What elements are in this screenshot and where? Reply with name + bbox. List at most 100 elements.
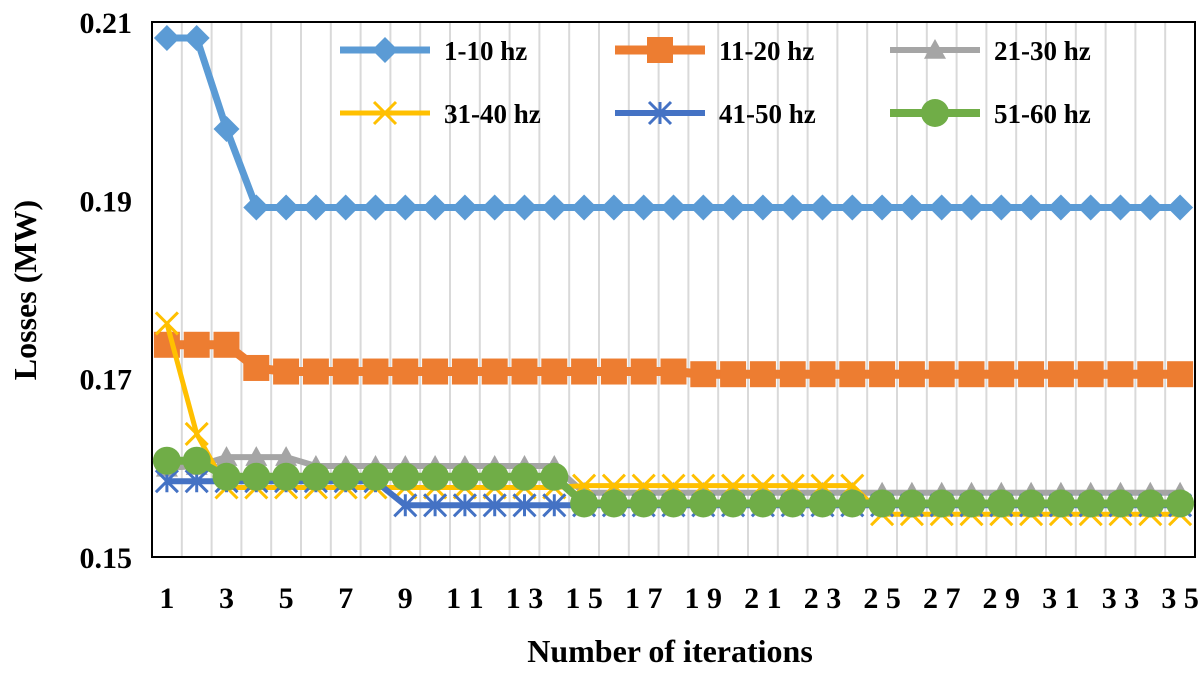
data-point — [839, 361, 866, 388]
data-point — [630, 358, 657, 385]
data-point — [154, 311, 179, 336]
x-tick-label: 2 1 — [744, 582, 782, 615]
x-tick-label: 7 — [338, 582, 353, 615]
x-tick-label: 2 5 — [863, 582, 901, 615]
data-point — [571, 358, 598, 385]
data-point — [362, 194, 389, 221]
data-point — [749, 194, 776, 221]
x-tick-label: 1 7 — [625, 582, 663, 615]
data-point — [928, 361, 955, 388]
data-point — [869, 194, 896, 221]
data-point — [898, 194, 925, 221]
data-point — [1107, 194, 1134, 221]
data-point — [749, 361, 776, 388]
legend-label: 21-30 hz — [994, 36, 1091, 66]
data-point — [1136, 489, 1165, 518]
data-point — [868, 489, 897, 518]
data-point — [599, 489, 628, 518]
x-tick-label: 3 5 — [1161, 582, 1199, 615]
data-point — [273, 194, 300, 221]
data-point — [362, 358, 389, 385]
data-point — [152, 446, 181, 475]
data-point — [421, 462, 450, 491]
data-point — [183, 25, 210, 52]
data-point — [779, 194, 806, 221]
data-point — [215, 446, 238, 466]
data-point — [480, 462, 509, 491]
legend-label: 1-10 hz — [444, 36, 527, 66]
data-point — [924, 39, 946, 59]
data-point — [452, 493, 477, 518]
x-tick-label: 2 7 — [923, 582, 961, 615]
data-point — [748, 489, 777, 518]
data-point — [272, 462, 301, 491]
data-point — [1167, 194, 1194, 221]
data-point — [481, 358, 508, 385]
y-tick-label: 0.19 — [80, 185, 133, 218]
legend-entry: 31-40 hz — [340, 99, 541, 129]
data-point — [302, 194, 329, 221]
data-point — [808, 489, 837, 518]
x-tick-label: 1 — [159, 582, 174, 615]
data-point — [372, 100, 398, 126]
data-point — [541, 194, 568, 221]
data-point — [275, 446, 298, 466]
legend-label: 51-60 hz — [994, 99, 1091, 129]
data-point — [779, 361, 806, 388]
data-point — [273, 358, 300, 385]
x-tick-label: 2 3 — [804, 582, 842, 615]
data-point — [659, 489, 688, 518]
data-point — [243, 354, 270, 381]
x-tick-label: 3 1 — [1042, 582, 1080, 615]
data-point — [928, 194, 955, 221]
data-point — [958, 194, 985, 221]
data-point — [301, 462, 330, 491]
data-point — [1017, 489, 1046, 518]
data-point — [571, 194, 598, 221]
data-point — [869, 361, 896, 388]
data-point — [809, 361, 836, 388]
legend-label: 31-40 hz — [444, 99, 541, 129]
data-point — [809, 194, 836, 221]
data-point — [719, 489, 748, 518]
data-point — [1047, 194, 1074, 221]
data-point — [1077, 361, 1104, 388]
data-point — [1077, 194, 1104, 221]
legend-entry: 1-10 hz — [340, 36, 527, 66]
legend-entry: 41-50 hz — [615, 99, 816, 129]
legend-entry: 21-30 hz — [890, 36, 1091, 66]
data-point — [243, 194, 270, 221]
x-tick-label: 1 1 — [446, 582, 484, 615]
data-point — [647, 37, 673, 63]
data-point — [393, 493, 418, 518]
data-point — [988, 194, 1015, 221]
vertical-gridlines — [180, 22, 1167, 557]
data-point — [242, 462, 271, 491]
x-tick-label: 1 9 — [685, 582, 723, 615]
data-point — [392, 194, 419, 221]
x-axis-title: Number of iterations — [527, 633, 813, 669]
data-point — [511, 358, 538, 385]
data-point — [213, 116, 240, 142]
data-point — [600, 358, 627, 385]
data-point — [184, 421, 209, 447]
data-point — [361, 462, 390, 491]
data-point — [927, 489, 956, 518]
data-point — [451, 194, 478, 221]
data-point — [988, 361, 1015, 388]
y-tick-label: 0.21 — [80, 7, 133, 40]
data-point — [510, 462, 539, 491]
data-point — [541, 358, 568, 385]
data-point — [957, 489, 986, 518]
legend-label: 41-50 hz — [719, 99, 816, 129]
data-point — [690, 361, 717, 388]
x-tick-label: 3 3 — [1102, 582, 1140, 615]
data-point — [245, 446, 268, 466]
data-point — [423, 493, 448, 518]
data-point — [451, 358, 478, 385]
data-point — [1018, 194, 1045, 221]
data-point — [372, 37, 398, 63]
data-point — [450, 462, 479, 491]
data-point — [647, 100, 673, 126]
data-point — [958, 361, 985, 388]
